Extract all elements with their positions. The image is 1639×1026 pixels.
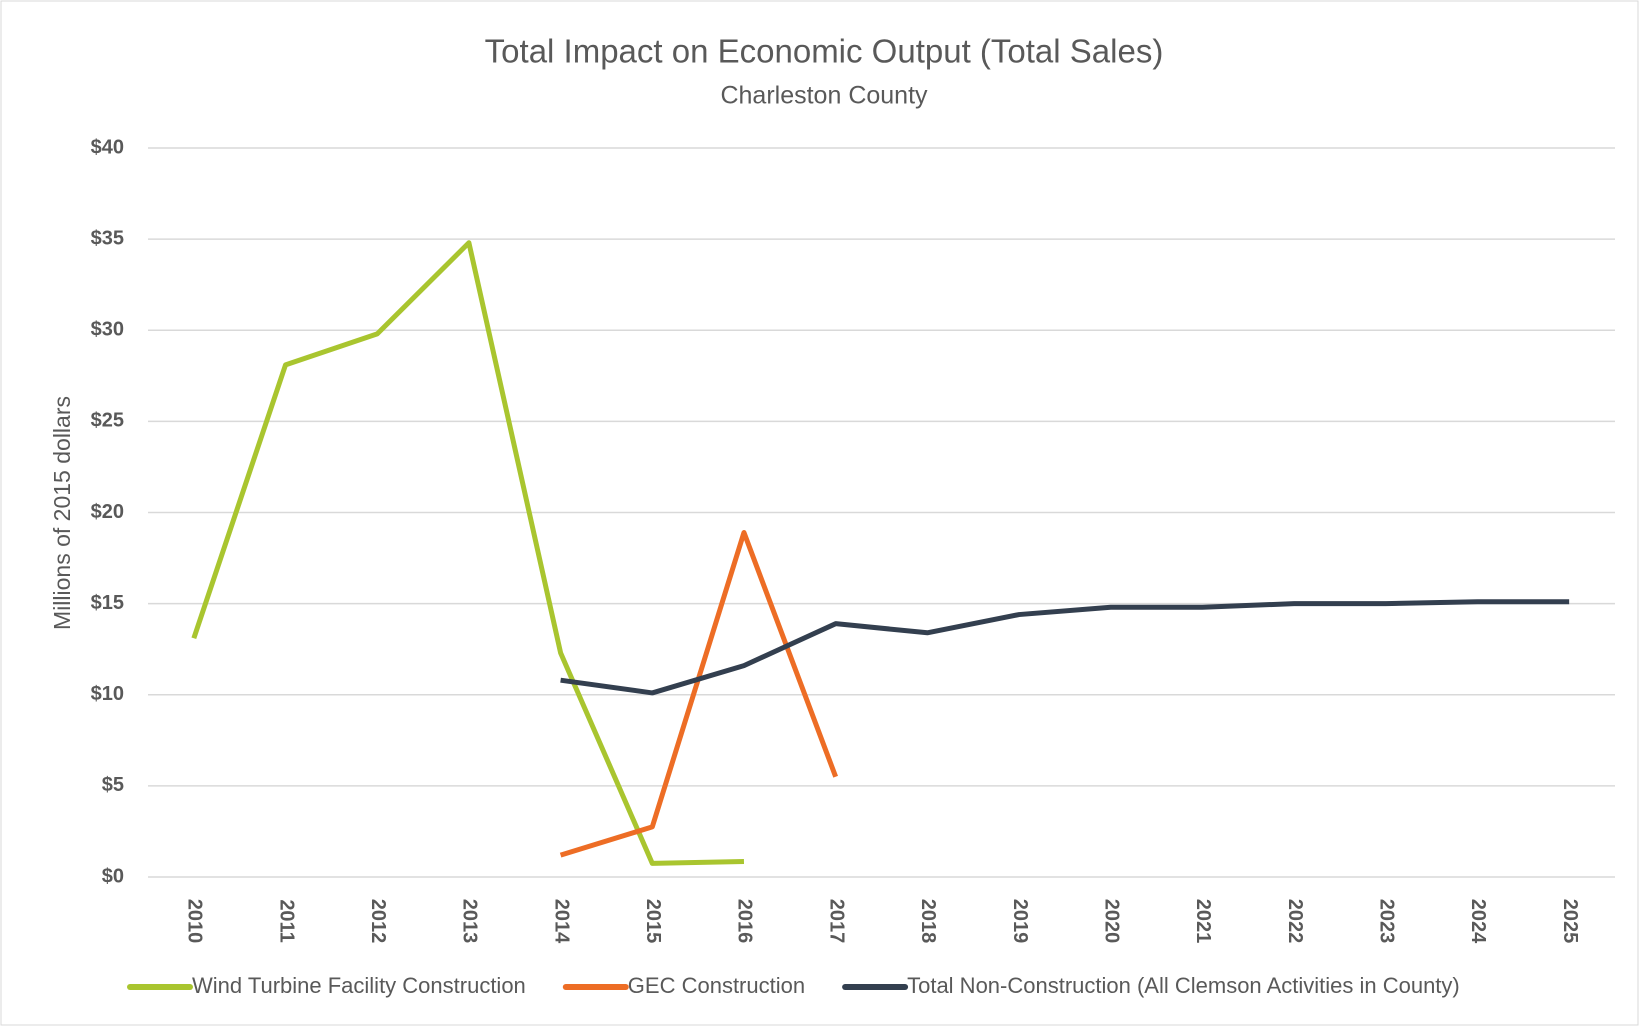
legend-label: GEC Construction [628,973,805,998]
series-line [191,240,745,866]
x-tick-label: 2019 [1009,899,1031,944]
x-tick-label: 2024 [1467,899,1489,944]
x-tick-label: 2014 [550,899,572,944]
x-tick-label: 2016 [734,899,756,944]
x-tick-label: 2018 [917,899,939,944]
x-tick-label: 2025 [1559,899,1581,944]
x-tick-label: 2011 [275,899,297,942]
x-tick-label: 2015 [642,899,664,944]
legend-label: Total Non-Construction (All Clemson Acti… [907,973,1460,998]
y-tick-label: $15 [91,592,124,614]
y-tick-label: $0 [102,865,124,887]
y-axis-label: Millions of 2015 dollars [49,396,75,630]
y-tick-label: $25 [91,410,124,432]
x-tick-label: 2021 [1192,899,1214,944]
chart-title: Total Impact on Economic Output (Total S… [485,33,1164,70]
x-tick-label: 2017 [825,899,847,944]
x-tick-label: 2012 [367,899,389,944]
y-tick-label: $40 [91,136,124,158]
series-line [560,599,1570,696]
x-tick-label: 2022 [1284,899,1306,944]
y-tick-label: $10 [91,683,124,705]
y-tick-label: $35 [91,227,124,249]
chart-subtitle: Charleston County [720,82,928,110]
x-tick-label: 2020 [1100,899,1122,944]
x-tick-label: 2023 [1376,899,1398,944]
y-tick-label: $20 [91,501,124,523]
x-tick-label: 2010 [184,899,206,944]
y-tick-label: $5 [102,774,124,796]
x-tick-label: 2013 [459,899,481,944]
y-tick-label: $30 [91,319,124,341]
legend-label: Wind Turbine Facility Construction [192,973,526,998]
